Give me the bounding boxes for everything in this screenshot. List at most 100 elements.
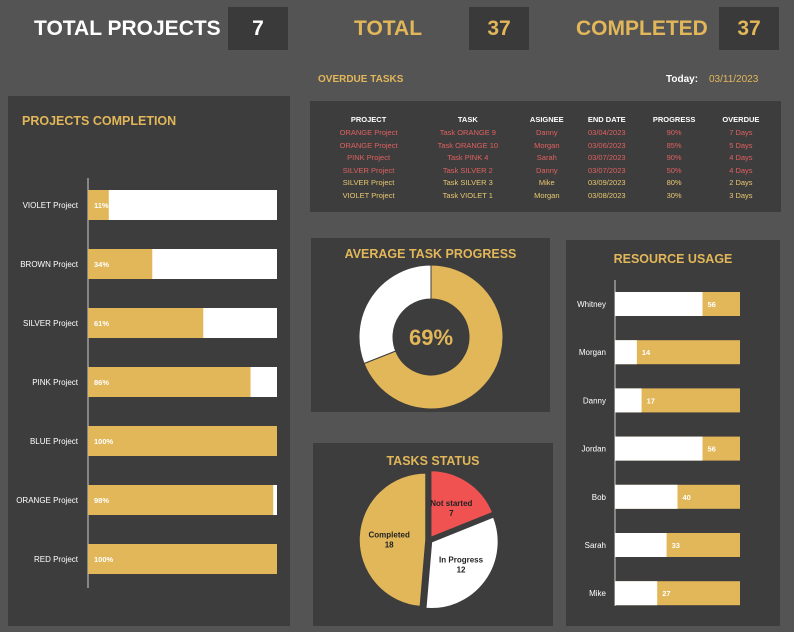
overdue-cell-progress: 85%: [666, 140, 682, 150]
slice-label: Not started: [430, 499, 472, 508]
category-label: Danny: [583, 396, 606, 405]
overdue-header-overdue: OVERDUE: [722, 115, 760, 124]
bar-used: [615, 340, 637, 365]
category-label: PINK Project: [32, 378, 79, 387]
pie-slice: [424, 515, 500, 610]
bar-used: [615, 484, 678, 509]
table-row: ORANGE Project Task ORANGE 10 Morgan 03/06/…: [320, 140, 772, 153]
projects-completion-panel: PROJECTS COMPLETION VIOLET Project 11% BRO…: [8, 96, 290, 626]
bar-used: [615, 292, 703, 316]
data-label: 100%: [94, 437, 114, 446]
total-projects-label: TOTAL PROJECTS: [34, 17, 221, 40]
category-label: Sarah: [585, 541, 606, 550]
overdue-cell-end-date: 03/07/2023: [588, 153, 626, 162]
data-label: 98%: [94, 496, 109, 505]
bar-used: [615, 388, 642, 413]
today-value: 03/11/2023: [709, 74, 759, 85]
completed-label: COMPLETED: [576, 17, 708, 40]
total-projects-value: 7: [228, 7, 288, 50]
overdue-table-body: ORANGE Project Task ORANGE 9 Danny 03/04/20…: [320, 127, 772, 202]
tasks-status-title: TASKS STATUS: [386, 454, 480, 468]
overdue-cell-overdue: 2 Days: [729, 178, 753, 187]
data-label: 11%: [94, 201, 109, 210]
overdue-cell-progress: 30%: [666, 190, 682, 200]
slice-value: 7: [449, 509, 454, 518]
slice-value: 12: [457, 566, 466, 575]
overdue-cell-project: SILVER Project: [342, 178, 395, 187]
overdue-header-project: PROJECT: [350, 115, 387, 124]
overdue-cell-project: PINK Project: [347, 153, 391, 162]
overdue-tasks-panel: PROJECT TASK ASIGNEE END DATE PROGRESS OVERDU…: [310, 101, 781, 212]
table-row: SILVER Project Task SILVER 2 Danny 03/07/20…: [320, 165, 772, 178]
slice-label: In Progress: [439, 556, 484, 565]
overdue-cell-assignee: Morgan: [534, 190, 560, 200]
slice-value: 18: [385, 540, 394, 549]
bar-used: [615, 436, 703, 461]
resource-usage-title: RESOURCE USAGE: [613, 252, 733, 266]
resource-usage-chart: Whitney 56 Morgan 14 Danny 17 Jordan 56 Bob 40 Sar…: [577, 280, 740, 606]
average-task-progress-chart: 69%: [358, 264, 504, 410]
overdue-cell-progress: 80%: [666, 178, 682, 187]
slice-label: Completed: [369, 530, 410, 539]
overdue-cell-overdue: 5 Days: [729, 140, 753, 150]
overdue-cell-assignee: Mike: [538, 178, 555, 187]
bar-completed: [88, 190, 109, 220]
total-value: 37: [469, 7, 529, 50]
category-label: VIOLET Project: [23, 201, 79, 210]
overdue-cell-assignee: Danny: [535, 165, 558, 175]
table-row: SILVER Project Task SILVER 3 Mike 03/09/202…: [320, 177, 772, 190]
overdue-cell-task: Task SILVER 2: [442, 165, 493, 175]
donut-center-label: 69%: [409, 325, 453, 350]
projects-completion-chart: VIOLET Project 11% BROWN Project 34% SILVER …: [16, 178, 277, 588]
data-label: 56: [708, 300, 716, 309]
bar-completed: [88, 367, 251, 397]
category-label: BROWN Project: [20, 260, 79, 269]
overdue-cell-overdue: 4 Days: [729, 165, 753, 175]
pie-slice: [358, 472, 427, 608]
data-label: 33: [672, 541, 680, 550]
overdue-tasks-title: OVERDUE TASKS: [318, 74, 404, 85]
overdue-cell-progress: 90%: [666, 128, 682, 137]
category-label: SILVER Project: [23, 319, 79, 328]
table-row: PINK Project Task PINK 4 Sarah 03/07/2023 90…: [320, 152, 772, 165]
overdue-header-end-date: END DATE: [587, 115, 626, 124]
overdue-cell-end-date: 03/07/2023: [588, 165, 626, 175]
today-label: Today:: [666, 74, 699, 85]
overdue-cell-assignee: Sarah: [536, 153, 557, 162]
table-row: VIOLET Project Task VIOLET 1 Morgan 03/08/2…: [320, 190, 772, 203]
donut-hole: [393, 299, 469, 375]
table-row: ORANGE Project Task ORANGE 9 Danny 03/04/20…: [320, 127, 772, 140]
overdue-header-asignee: ASIGNEE: [529, 115, 564, 124]
category-label: Mike: [589, 589, 606, 598]
data-label: 17: [647, 396, 655, 405]
overdue-cell-assignee: Morgan: [534, 140, 560, 150]
overdue-cell-task: Task SILVER 3: [442, 178, 493, 187]
overdue-cell-task: Task ORANGE 9: [439, 128, 496, 137]
overdue-cell-project: VIOLET Project: [342, 190, 395, 200]
data-label: 40: [683, 493, 691, 502]
bar-completed: [88, 485, 274, 515]
overdue-table-header: PROJECT TASK ASIGNEE END DATE PROGRESS OVERDU…: [320, 115, 772, 127]
bar-remaining: [88, 190, 277, 220]
bar-completed: [88, 544, 277, 574]
overdue-header-progress: PROGRESS: [652, 115, 696, 124]
bar-completed: [88, 426, 277, 456]
total-label: TOTAL: [354, 17, 423, 40]
resource-usage-panel: RESOURCE USAGE Whitney 56 Morgan 14 Danny 17 J…: [566, 240, 780, 626]
overdue-cell-assignee: Danny: [535, 128, 558, 137]
category-label: Whitney: [577, 300, 606, 309]
data-label: 14: [642, 348, 651, 357]
overdue-cell-progress: 50%: [666, 165, 682, 175]
category-label: BLUE Project: [30, 437, 79, 446]
overdue-cell-task: Task VIOLET 1: [442, 190, 493, 200]
overdue-cell-project: ORANGE Project: [339, 128, 398, 137]
data-label: 86%: [94, 378, 109, 387]
overdue-cell-end-date: 03/09/2023: [588, 178, 626, 187]
bar-completed: [88, 249, 153, 279]
overdue-cell-overdue: 7 Days: [729, 128, 753, 137]
category-label: RED Project: [34, 555, 79, 564]
overdue-cell-end-date: 03/08/2023: [588, 190, 626, 200]
tasks-status-panel: TASKS STATUS Not started 7 In Progress 12 Co…: [313, 443, 553, 626]
pie-slice: [429, 469, 494, 539]
